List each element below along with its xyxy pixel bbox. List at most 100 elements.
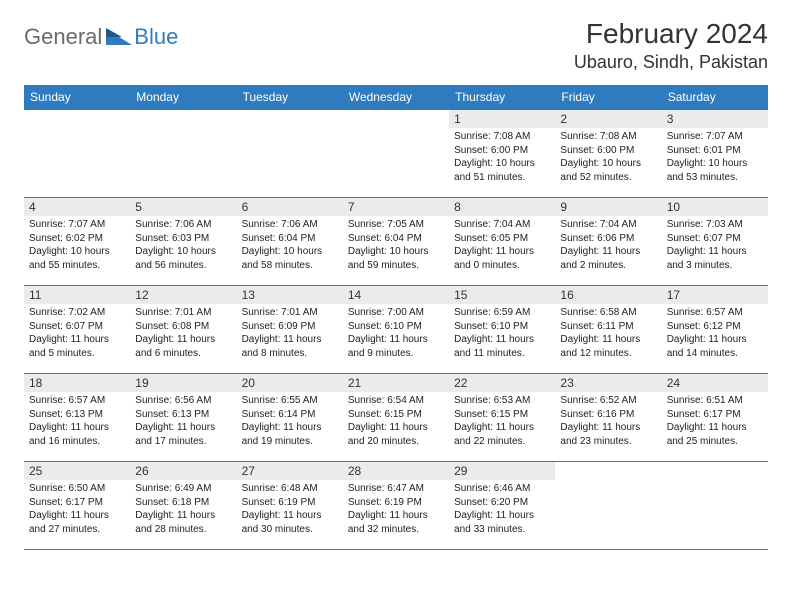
calendar-cell: 6Sunrise: 7:06 AMSunset: 6:04 PMDaylight… — [237, 198, 343, 286]
day-number: 9 — [555, 198, 661, 216]
calendar-cell: 21Sunrise: 6:54 AMSunset: 6:15 PMDayligh… — [343, 374, 449, 462]
day-number: 29 — [449, 462, 555, 480]
calendar-body: 1Sunrise: 7:08 AMSunset: 6:00 PMDaylight… — [24, 110, 768, 550]
calendar-cell: 11Sunrise: 7:02 AMSunset: 6:07 PMDayligh… — [24, 286, 130, 374]
day-details: Sunrise: 6:56 AMSunset: 6:13 PMDaylight:… — [130, 392, 236, 452]
day-number: 1 — [449, 110, 555, 128]
page: General Blue February 2024 Ubauro, Sindh… — [0, 0, 792, 568]
calendar-cell — [130, 110, 236, 198]
brand-word-blue: Blue — [134, 24, 178, 50]
day-details: Sunrise: 7:06 AMSunset: 6:04 PMDaylight:… — [237, 216, 343, 276]
calendar-week-row: 18Sunrise: 6:57 AMSunset: 6:13 PMDayligh… — [24, 374, 768, 462]
calendar-cell: 24Sunrise: 6:51 AMSunset: 6:17 PMDayligh… — [662, 374, 768, 462]
day-details: Sunrise: 6:54 AMSunset: 6:15 PMDaylight:… — [343, 392, 449, 452]
page-title: February 2024 — [574, 18, 768, 50]
calendar-cell: 8Sunrise: 7:04 AMSunset: 6:05 PMDaylight… — [449, 198, 555, 286]
calendar-cell: 7Sunrise: 7:05 AMSunset: 6:04 PMDaylight… — [343, 198, 449, 286]
calendar-cell: 29Sunrise: 6:46 AMSunset: 6:20 PMDayligh… — [449, 462, 555, 550]
calendar-cell: 26Sunrise: 6:49 AMSunset: 6:18 PMDayligh… — [130, 462, 236, 550]
day-details: Sunrise: 6:49 AMSunset: 6:18 PMDaylight:… — [130, 480, 236, 540]
day-details: Sunrise: 6:52 AMSunset: 6:16 PMDaylight:… — [555, 392, 661, 452]
day-details: Sunrise: 7:07 AMSunset: 6:02 PMDaylight:… — [24, 216, 130, 276]
day-details: Sunrise: 6:48 AMSunset: 6:19 PMDaylight:… — [237, 480, 343, 540]
day-number: 16 — [555, 286, 661, 304]
day-number: 26 — [130, 462, 236, 480]
calendar-cell: 20Sunrise: 6:55 AMSunset: 6:14 PMDayligh… — [237, 374, 343, 462]
calendar-cell: 5Sunrise: 7:06 AMSunset: 6:03 PMDaylight… — [130, 198, 236, 286]
day-number: 13 — [237, 286, 343, 304]
day-details: Sunrise: 7:01 AMSunset: 6:08 PMDaylight:… — [130, 304, 236, 364]
day-details: Sunrise: 6:57 AMSunset: 6:12 PMDaylight:… — [662, 304, 768, 364]
day-number: 8 — [449, 198, 555, 216]
calendar-week-row: 4Sunrise: 7:07 AMSunset: 6:02 PMDaylight… — [24, 198, 768, 286]
calendar-cell: 18Sunrise: 6:57 AMSunset: 6:13 PMDayligh… — [24, 374, 130, 462]
calendar-cell: 23Sunrise: 6:52 AMSunset: 6:16 PMDayligh… — [555, 374, 661, 462]
location-text: Ubauro, Sindh, Pakistan — [574, 52, 768, 73]
day-number: 12 — [130, 286, 236, 304]
day-details: Sunrise: 6:58 AMSunset: 6:11 PMDaylight:… — [555, 304, 661, 364]
day-number: 7 — [343, 198, 449, 216]
calendar-week-row: 25Sunrise: 6:50 AMSunset: 6:17 PMDayligh… — [24, 462, 768, 550]
calendar-cell: 2Sunrise: 7:08 AMSunset: 6:00 PMDaylight… — [555, 110, 661, 198]
day-number: 15 — [449, 286, 555, 304]
day-details: Sunrise: 6:46 AMSunset: 6:20 PMDaylight:… — [449, 480, 555, 540]
day-details: Sunrise: 7:02 AMSunset: 6:07 PMDaylight:… — [24, 304, 130, 364]
day-header: Wednesday — [343, 85, 449, 110]
calendar-cell: 28Sunrise: 6:47 AMSunset: 6:19 PMDayligh… — [343, 462, 449, 550]
day-details: Sunrise: 6:53 AMSunset: 6:15 PMDaylight:… — [449, 392, 555, 452]
day-details: Sunrise: 6:57 AMSunset: 6:13 PMDaylight:… — [24, 392, 130, 452]
day-header: Sunday — [24, 85, 130, 110]
day-details: Sunrise: 6:51 AMSunset: 6:17 PMDaylight:… — [662, 392, 768, 452]
day-details: Sunrise: 7:08 AMSunset: 6:00 PMDaylight:… — [449, 128, 555, 188]
calendar-cell: 13Sunrise: 7:01 AMSunset: 6:09 PMDayligh… — [237, 286, 343, 374]
brand-word-general: General — [24, 24, 102, 50]
calendar-cell: 15Sunrise: 6:59 AMSunset: 6:10 PMDayligh… — [449, 286, 555, 374]
brand-logo: General Blue — [24, 18, 178, 50]
day-details: Sunrise: 6:59 AMSunset: 6:10 PMDaylight:… — [449, 304, 555, 364]
day-number: 20 — [237, 374, 343, 392]
day-number: 25 — [24, 462, 130, 480]
day-number: 14 — [343, 286, 449, 304]
day-details: Sunrise: 6:55 AMSunset: 6:14 PMDaylight:… — [237, 392, 343, 452]
day-details: Sunrise: 6:50 AMSunset: 6:17 PMDaylight:… — [24, 480, 130, 540]
calendar-cell — [237, 110, 343, 198]
day-header: Thursday — [449, 85, 555, 110]
calendar-cell: 16Sunrise: 6:58 AMSunset: 6:11 PMDayligh… — [555, 286, 661, 374]
day-details: Sunrise: 7:00 AMSunset: 6:10 PMDaylight:… — [343, 304, 449, 364]
day-number: 18 — [24, 374, 130, 392]
calendar-week-row: 1Sunrise: 7:08 AMSunset: 6:00 PMDaylight… — [24, 110, 768, 198]
day-details: Sunrise: 7:01 AMSunset: 6:09 PMDaylight:… — [237, 304, 343, 364]
calendar-cell: 1Sunrise: 7:08 AMSunset: 6:00 PMDaylight… — [449, 110, 555, 198]
calendar-cell: 4Sunrise: 7:07 AMSunset: 6:02 PMDaylight… — [24, 198, 130, 286]
calendar-cell: 25Sunrise: 6:50 AMSunset: 6:17 PMDayligh… — [24, 462, 130, 550]
day-number: 5 — [130, 198, 236, 216]
calendar-cell: 10Sunrise: 7:03 AMSunset: 6:07 PMDayligh… — [662, 198, 768, 286]
calendar-cell: 3Sunrise: 7:07 AMSunset: 6:01 PMDaylight… — [662, 110, 768, 198]
day-number: 2 — [555, 110, 661, 128]
day-number: 21 — [343, 374, 449, 392]
calendar-cell: 27Sunrise: 6:48 AMSunset: 6:19 PMDayligh… — [237, 462, 343, 550]
day-number: 17 — [662, 286, 768, 304]
calendar-cell: 17Sunrise: 6:57 AMSunset: 6:12 PMDayligh… — [662, 286, 768, 374]
calendar-cell: 19Sunrise: 6:56 AMSunset: 6:13 PMDayligh… — [130, 374, 236, 462]
title-block: February 2024 Ubauro, Sindh, Pakistan — [574, 18, 768, 73]
day-number: 22 — [449, 374, 555, 392]
calendar-cell: 9Sunrise: 7:04 AMSunset: 6:06 PMDaylight… — [555, 198, 661, 286]
day-header: Monday — [130, 85, 236, 110]
day-details: Sunrise: 7:07 AMSunset: 6:01 PMDaylight:… — [662, 128, 768, 188]
day-details: Sunrise: 7:04 AMSunset: 6:06 PMDaylight:… — [555, 216, 661, 276]
day-header: Saturday — [662, 85, 768, 110]
brand-flag-icon — [106, 25, 132, 45]
calendar-cell: 14Sunrise: 7:00 AMSunset: 6:10 PMDayligh… — [343, 286, 449, 374]
calendar-cell — [343, 110, 449, 198]
calendar-header-row: SundayMondayTuesdayWednesdayThursdayFrid… — [24, 85, 768, 110]
day-number: 23 — [555, 374, 661, 392]
calendar-week-row: 11Sunrise: 7:02 AMSunset: 6:07 PMDayligh… — [24, 286, 768, 374]
day-number: 3 — [662, 110, 768, 128]
day-number: 11 — [24, 286, 130, 304]
day-number: 27 — [237, 462, 343, 480]
day-header: Friday — [555, 85, 661, 110]
calendar-cell — [662, 462, 768, 550]
calendar-table: SundayMondayTuesdayWednesdayThursdayFrid… — [24, 85, 768, 550]
day-number: 28 — [343, 462, 449, 480]
